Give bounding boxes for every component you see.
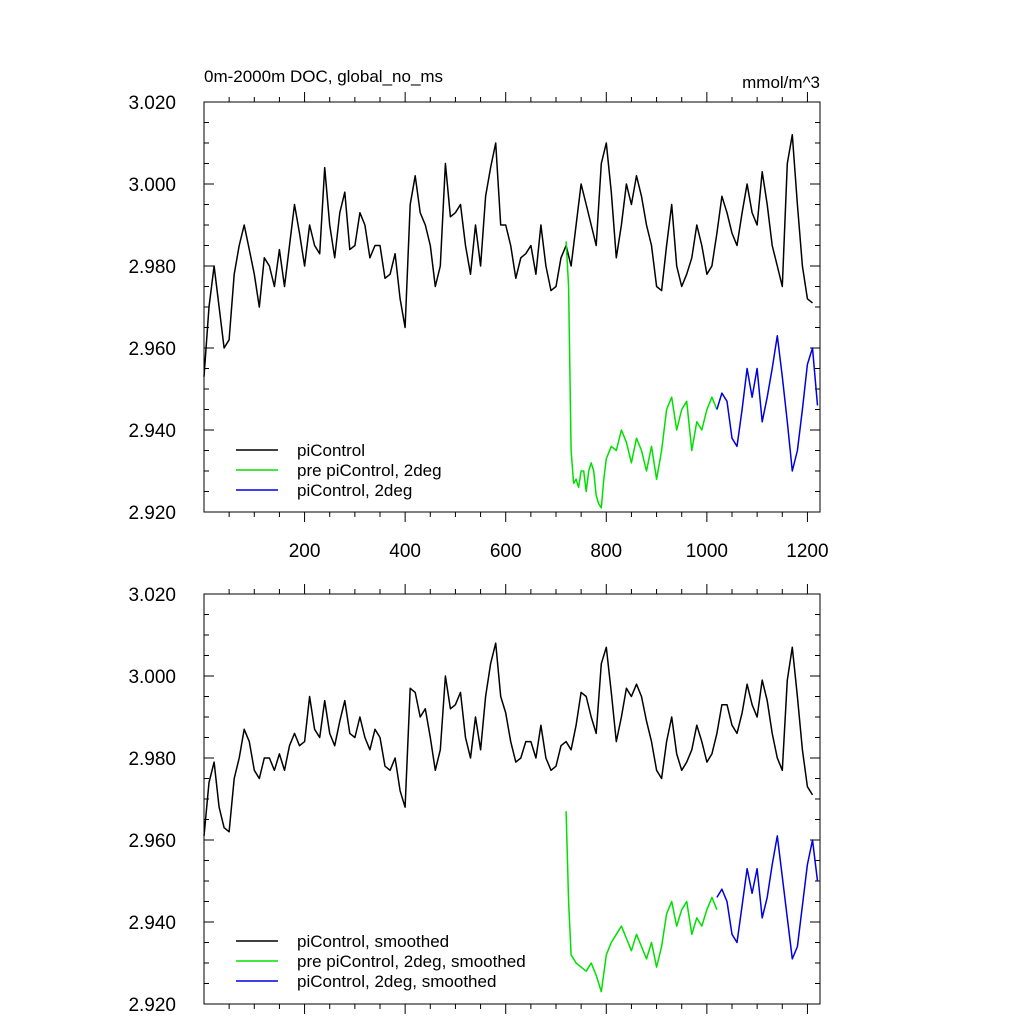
ytick-label: 2.960 bbox=[128, 339, 176, 360]
legend-label: pre piControl, 2deg bbox=[297, 461, 442, 480]
legend-label: piControl, smoothed bbox=[297, 932, 449, 951]
xtick-label: 400 bbox=[389, 541, 421, 562]
xtick-label: 200 bbox=[289, 541, 321, 562]
ytick-label: 3.000 bbox=[128, 667, 176, 688]
ytick-label: 3.020 bbox=[128, 585, 176, 606]
series-line-0 bbox=[203, 642, 814, 836]
series-line-1 bbox=[565, 811, 718, 993]
panel-top-ticks bbox=[204, 92, 820, 522]
panel-bottom-ytick-labels: 2.920 2.940 2.960 2.980 3.000 3.020 bbox=[128, 585, 176, 1016]
legend-label: piControl, 2deg, smoothed bbox=[297, 972, 496, 991]
legend-label: piControl bbox=[297, 441, 365, 460]
panel-top-xtick-labels: 200 400 600 800 1000 1200 bbox=[289, 541, 829, 562]
legend-label: pre piControl, 2deg, smoothed bbox=[297, 952, 526, 971]
xtick-label: 600 bbox=[490, 541, 522, 562]
ytick-label: 2.980 bbox=[128, 257, 176, 278]
xtick-label: 1200 bbox=[786, 541, 828, 562]
ytick-label: 2.920 bbox=[128, 503, 176, 524]
panel-top-units: mmol/m^3 bbox=[742, 73, 820, 92]
ytick-label: 2.940 bbox=[128, 421, 176, 442]
series-line-1 bbox=[565, 241, 718, 509]
ytick-label: 2.940 bbox=[128, 913, 176, 934]
xtick-label: 800 bbox=[590, 541, 622, 562]
panel-top-ytick-labels: 2.920 2.940 2.960 2.980 3.000 3.020 bbox=[128, 93, 176, 524]
panel-top-title: 0m-2000m DOC, global_no_ms bbox=[204, 67, 443, 86]
legend-label: piControl, 2deg bbox=[297, 481, 412, 500]
ytick-label: 3.020 bbox=[128, 93, 176, 114]
panel-top: 0m-2000m DOC, global_no_ms mmol/m^3 2.92… bbox=[128, 67, 828, 562]
panel-top-series bbox=[203, 134, 819, 509]
ytick-label: 3.000 bbox=[128, 175, 176, 196]
series-line-2 bbox=[716, 835, 819, 960]
panel-bottom-series bbox=[203, 642, 819, 993]
xtick-label: 1000 bbox=[686, 541, 728, 562]
series-line-2 bbox=[716, 334, 819, 472]
ytick-label: 2.980 bbox=[128, 749, 176, 770]
panel-bottom: 2.920 2.940 2.960 2.980 3.000 3.020 piControl… bbox=[128, 584, 821, 1016]
ytick-label: 2.920 bbox=[128, 995, 176, 1016]
ytick-label: 2.960 bbox=[128, 831, 176, 852]
series-line-0 bbox=[203, 134, 813, 377]
